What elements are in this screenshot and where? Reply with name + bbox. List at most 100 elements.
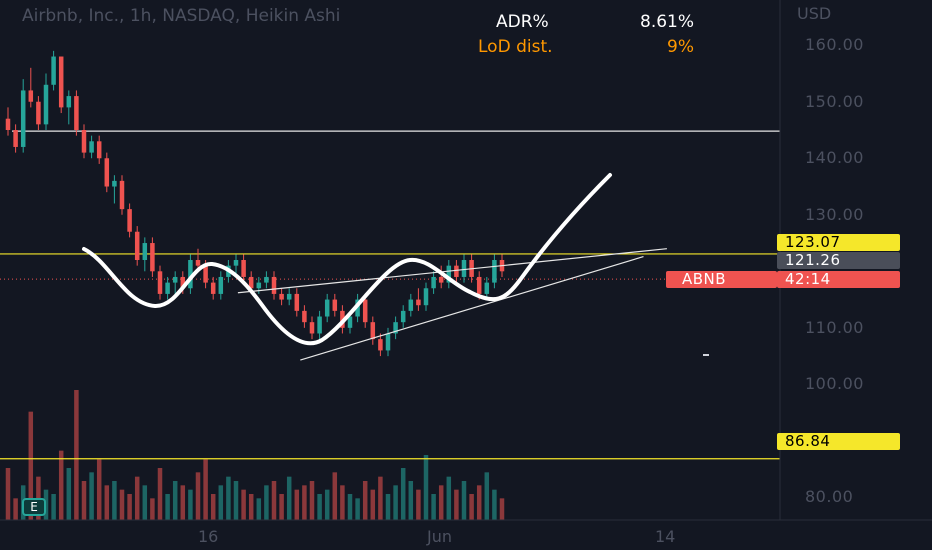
candle-body [309, 322, 315, 334]
volume-bar [484, 472, 490, 520]
volume-bar [416, 489, 421, 520]
candles [5, 50, 505, 357]
candle-body [51, 56, 56, 85]
candle-body [461, 260, 467, 277]
candle-body [256, 282, 262, 289]
volume-bar [499, 498, 505, 520]
volume-bar [119, 489, 125, 520]
volume-bar [180, 485, 186, 520]
volume-bar [271, 481, 277, 520]
volume-bar [203, 459, 208, 520]
candle-body [446, 265, 452, 283]
candle-body [423, 288, 429, 306]
price-tick-label: 140.00 [805, 148, 864, 168]
volume-bar [58, 450, 64, 520]
time-label-16: 16 [198, 527, 219, 546]
candle-body [286, 293, 292, 300]
candle-body [112, 180, 117, 187]
volume-bar [431, 494, 436, 520]
volume-bar [112, 481, 117, 520]
candle-body [127, 209, 132, 232]
candle-body [438, 276, 444, 283]
upper-level-price-label: 123.07 [777, 234, 900, 251]
volume-bar [218, 485, 224, 520]
candle-body [5, 118, 11, 130]
lower-level-price-label: 86.84 [777, 433, 900, 450]
candle-body [393, 322, 398, 334]
volume-bar [400, 468, 406, 520]
volume-bar [317, 494, 322, 520]
candle-body [172, 276, 178, 283]
candle-body [347, 316, 353, 328]
symbol-badge[interactable]: ABNB [666, 271, 777, 288]
volume-bar [309, 481, 315, 520]
candle-body [210, 282, 216, 294]
volume-bar [81, 481, 87, 520]
trend-line [237, 248, 667, 294]
price-tick-label: 160.00 [805, 35, 864, 55]
level-lines [0, 130, 780, 460]
adr-label: ADR% [496, 12, 549, 32]
volume-bar [393, 485, 398, 520]
volume-bar [340, 485, 345, 520]
candle-body [104, 158, 110, 187]
volume-bar [28, 411, 34, 520]
volume-bar [264, 485, 269, 520]
volume-bar [66, 468, 72, 520]
symbol-title[interactable]: Airbnb, Inc., 1h, NASDAQ, Heikin Ashi [22, 6, 341, 26]
volume-bar [347, 494, 353, 520]
volume-bar [476, 485, 482, 520]
price-tick-label: 110.00 [805, 317, 864, 337]
candle-body [74, 96, 79, 130]
candle-body [180, 276, 186, 289]
last-price-label: 121.26 [777, 252, 900, 269]
volume-bar [127, 494, 132, 520]
volume-bar [51, 494, 56, 520]
volume-bar [492, 489, 497, 520]
candle-body [317, 316, 322, 334]
volume-bar [241, 489, 246, 520]
volume-bar [172, 481, 178, 520]
candle-body [385, 333, 391, 351]
volume-bar [96, 459, 102, 520]
candle-body [362, 299, 368, 323]
volume-bar [461, 481, 467, 520]
volume-bar [446, 476, 452, 520]
lod-label: LoD dist. [478, 37, 553, 57]
candle-body [150, 243, 155, 272]
candle-body [13, 130, 18, 147]
price-tick-label: 100.00 [805, 374, 864, 394]
earnings-icon[interactable]: E [22, 498, 46, 516]
candle-body [28, 90, 34, 102]
volume-bar [104, 485, 110, 520]
cursor-dash [703, 354, 709, 356]
candle-body [66, 96, 72, 108]
volume-bar [256, 498, 262, 520]
candle-body [81, 130, 87, 153]
price-tick-label: 150.00 [805, 91, 864, 111]
volume-bar [370, 489, 376, 520]
candle-body [302, 310, 307, 323]
candle-body [332, 299, 338, 311]
hand-drawn-pattern [82, 173, 612, 346]
currency-label: USD [797, 4, 832, 23]
time-label-14: 14 [655, 527, 676, 546]
candle-body [400, 310, 406, 323]
adr-value: 8.61% [640, 12, 695, 32]
volume-bar [43, 489, 49, 520]
volume-bar [5, 468, 11, 520]
candle-body [408, 299, 414, 311]
candle-body [416, 299, 421, 306]
volume-bar [157, 468, 163, 520]
volume-bar [408, 481, 414, 520]
candle-body [454, 265, 459, 277]
candle-body [370, 322, 376, 340]
volume-bar [210, 494, 216, 520]
pattern-lines [237, 248, 667, 361]
volume-bar [226, 476, 231, 520]
candle-body [119, 180, 125, 210]
candle-body [203, 265, 208, 283]
volume-bar [279, 494, 284, 520]
candle-body [355, 299, 360, 317]
